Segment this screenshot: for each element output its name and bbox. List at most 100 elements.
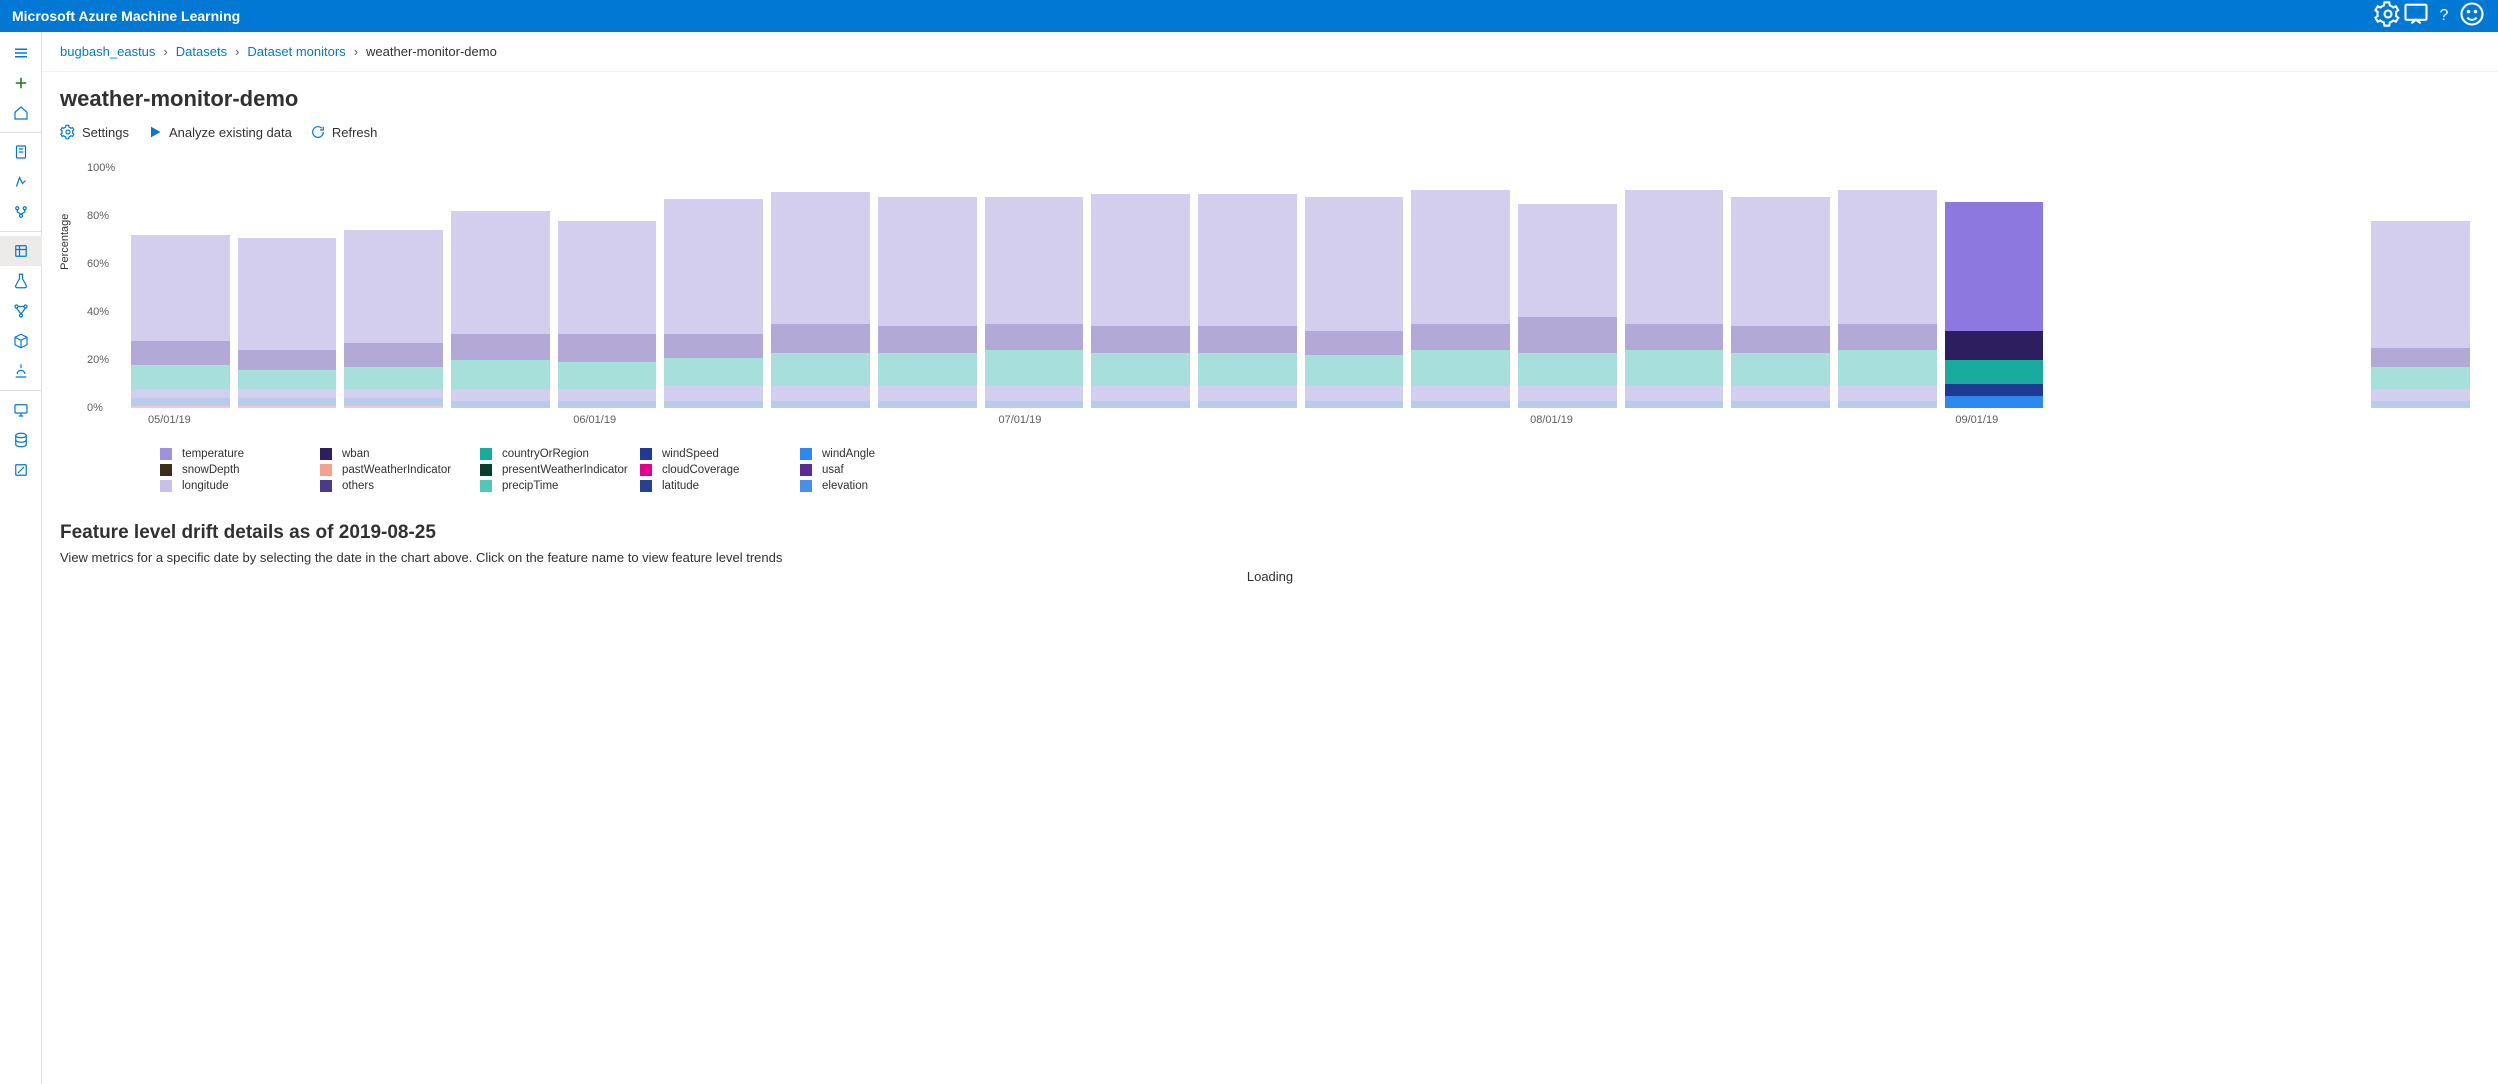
bar-segment xyxy=(1091,353,1190,387)
nav-designer-icon[interactable] xyxy=(0,197,42,227)
bar-column[interactable] xyxy=(1731,168,1830,408)
bar-segment xyxy=(1091,326,1190,352)
bar-column[interactable] xyxy=(878,168,977,408)
bar-segment xyxy=(878,386,977,400)
help-icon[interactable]: ? xyxy=(2430,7,2458,25)
bar-segment xyxy=(1305,355,1404,386)
legend-item[interactable]: temperature xyxy=(160,448,320,460)
nav-experiments-icon[interactable] xyxy=(0,266,42,296)
bar-column[interactable] xyxy=(771,168,870,408)
legend-item[interactable]: presentWeatherIndicator xyxy=(480,464,640,476)
bar-column[interactable] xyxy=(1945,168,2044,408)
legend-item[interactable]: snowDepth xyxy=(160,464,320,476)
bar-segment xyxy=(558,401,657,408)
breadcrumb-monitors[interactable]: Dataset monitors xyxy=(247,44,345,59)
main-content: bugbash_eastus › Datasets › Dataset moni… xyxy=(42,32,2498,1084)
bar-column[interactable] xyxy=(2051,168,2150,408)
bar-column[interactable] xyxy=(2265,168,2364,408)
bar-column[interactable] xyxy=(2371,168,2470,408)
bar-segment xyxy=(1411,350,1510,386)
nav-compute-icon[interactable] xyxy=(0,395,42,425)
legend-item[interactable]: pastWeatherIndicator xyxy=(320,464,480,476)
legend-item[interactable]: usaf xyxy=(800,464,960,476)
page-title: weather-monitor-demo xyxy=(42,72,2498,120)
bar-segment xyxy=(558,221,657,334)
legend-item[interactable]: countryOrRegion xyxy=(480,448,640,460)
legend-item[interactable]: cloudCoverage xyxy=(640,464,800,476)
loading-text: Loading xyxy=(60,569,2480,584)
legend-swatch xyxy=(640,448,652,460)
bar-segment xyxy=(664,358,763,387)
legend-item[interactable]: wban xyxy=(320,448,480,460)
smiley-icon[interactable] xyxy=(2458,0,2486,33)
nav-endpoints-icon[interactable] xyxy=(0,356,42,386)
legend-item[interactable]: precipTime xyxy=(480,480,640,492)
bar-segment xyxy=(344,389,443,399)
legend-label: windSpeed xyxy=(662,448,719,460)
bar-segment xyxy=(1625,401,1724,408)
y-axis-label: Percentage xyxy=(59,214,71,270)
legend-label: pastWeatherIndicator xyxy=(342,464,451,476)
legend-label: usaf xyxy=(822,464,844,476)
bar-segment xyxy=(1731,197,1830,327)
bar-segment xyxy=(2371,348,2470,367)
bar-column[interactable] xyxy=(558,168,657,408)
bar-segment xyxy=(878,401,977,408)
legend-item[interactable]: windAngle xyxy=(800,448,960,460)
bar-segment xyxy=(771,401,870,408)
settings-button[interactable]: Settings xyxy=(60,124,129,140)
bar-column[interactable] xyxy=(238,168,337,408)
bar-column[interactable] xyxy=(985,168,1084,408)
nav-add-icon[interactable] xyxy=(0,68,42,98)
legend-label: snowDepth xyxy=(182,464,240,476)
bar-column[interactable] xyxy=(1305,168,1404,408)
nav-home-icon[interactable] xyxy=(0,98,42,128)
nav-models-icon[interactable] xyxy=(0,326,42,356)
x-tick: 06/01/19 xyxy=(573,414,616,426)
y-tick: 20% xyxy=(87,354,109,366)
bar-column[interactable] xyxy=(2158,168,2257,408)
bar-column[interactable] xyxy=(1411,168,1510,408)
breadcrumb-workspace[interactable]: bugbash_eastus xyxy=(60,44,155,59)
bar-segment xyxy=(131,389,230,399)
bar-segment xyxy=(2371,389,2470,401)
bar-segment xyxy=(1091,401,1190,408)
nav-datastores-icon[interactable] xyxy=(0,425,42,455)
bar-segment xyxy=(1198,401,1297,408)
bar-column[interactable] xyxy=(1198,168,1297,408)
legend-item[interactable]: windSpeed xyxy=(640,448,800,460)
bar-segment xyxy=(131,365,230,389)
plot-area[interactable] xyxy=(131,168,2470,408)
nav-notebooks-icon[interactable] xyxy=(0,137,42,167)
bar-column[interactable] xyxy=(1091,168,1190,408)
bar-column[interactable] xyxy=(1625,168,1724,408)
nav-labeling-icon[interactable] xyxy=(0,455,42,485)
bar-segment xyxy=(1411,386,1510,400)
bar-segment xyxy=(2371,367,2470,389)
bar-segment xyxy=(238,350,337,369)
bar-column[interactable] xyxy=(664,168,763,408)
breadcrumb-datasets[interactable]: Datasets xyxy=(176,44,227,59)
bar-column[interactable] xyxy=(451,168,550,408)
bar-segment xyxy=(238,370,337,389)
analyze-button[interactable]: Analyze existing data xyxy=(147,124,292,140)
feedback-icon[interactable] xyxy=(2402,0,2430,33)
nav-pipelines-icon[interactable] xyxy=(0,296,42,326)
bar-column[interactable] xyxy=(131,168,230,408)
settings-gear-icon[interactable] xyxy=(2374,0,2402,33)
legend-item[interactable]: longitude xyxy=(160,480,320,492)
chevron-right-icon: › xyxy=(235,44,239,59)
nav-hamburger-icon[interactable] xyxy=(0,38,42,68)
legend-item[interactable]: latitude xyxy=(640,480,800,492)
refresh-button[interactable]: Refresh xyxy=(310,124,378,140)
section-desc: View metrics for a specific date by sele… xyxy=(60,550,2480,565)
nav-automl-icon[interactable] xyxy=(0,167,42,197)
legend-item[interactable]: elevation xyxy=(800,480,960,492)
bar-column[interactable] xyxy=(344,168,443,408)
nav-datasets-icon[interactable] xyxy=(0,236,42,266)
legend-label: presentWeatherIndicator xyxy=(502,464,628,476)
bar-column[interactable] xyxy=(1838,168,1937,408)
legend-item[interactable]: others xyxy=(320,480,480,492)
bar-column[interactable] xyxy=(1518,168,1617,408)
legend-swatch xyxy=(320,480,332,492)
